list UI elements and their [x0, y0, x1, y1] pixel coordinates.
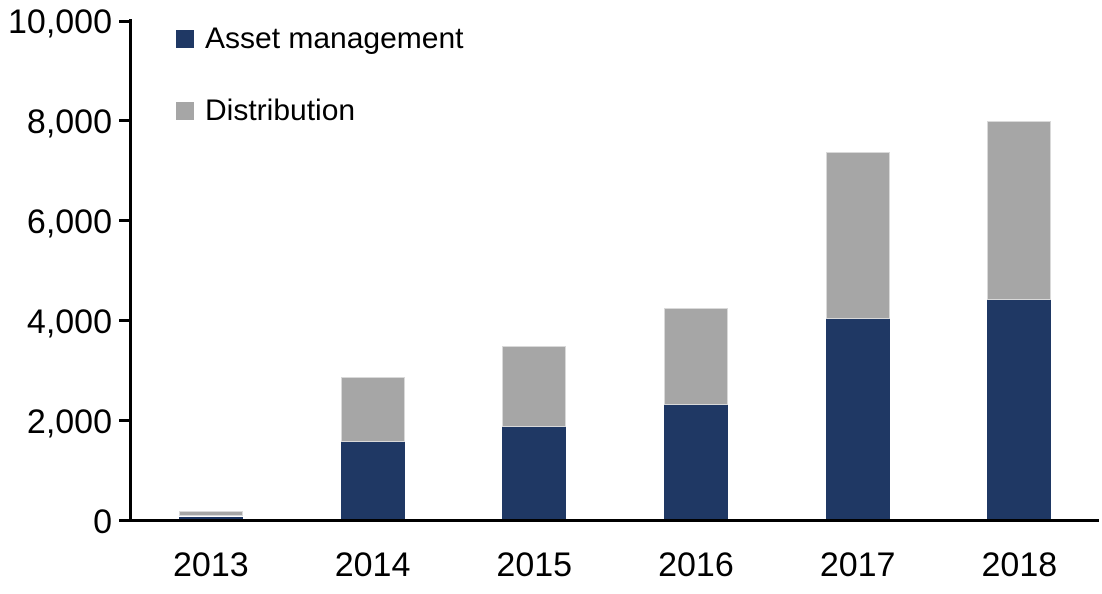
y-tick-mark [119, 119, 130, 123]
bar-segment-distribution-2016 [663, 308, 728, 406]
x-axis-label-2013: 2013 [173, 546, 249, 584]
x-axis-label-2018: 2018 [981, 546, 1058, 584]
bar-segment-distribution-2017 [825, 151, 890, 319]
y-tick-mark [119, 419, 130, 423]
bar-segment-distribution-2014 [340, 377, 405, 443]
legend-item-distribution: Distribution [176, 96, 463, 126]
bar-segment-asset-management-2017 [825, 318, 890, 521]
x-axis-label-2017: 2017 [819, 546, 896, 584]
bar-segment-distribution-2018 [987, 120, 1052, 300]
bar-segment-asset-management-2018 [987, 299, 1052, 521]
x-axis-label-2014: 2014 [334, 546, 411, 584]
y-tick-label: 2,000 [26, 402, 112, 441]
legend-swatch-distribution [176, 102, 194, 120]
y-tick-label: 4,000 [26, 302, 112, 341]
legend-swatch-asset-management [176, 30, 194, 48]
bar-segment-asset-management-2015 [502, 426, 567, 521]
bar-segment-asset-management-2016 [663, 405, 728, 521]
x-axis-line [129, 519, 1099, 522]
y-tick-label: 10,000 [8, 3, 112, 41]
y-tick-mark [119, 219, 130, 223]
legend-label-distribution: Distribution [205, 94, 356, 127]
legend-label-asset-management: Asset management [205, 22, 464, 55]
bar-segment-distribution-2015 [502, 345, 567, 427]
legend-item-asset-management: Asset management [176, 24, 463, 54]
x-axis-label-2015: 2015 [496, 546, 573, 584]
bar-segment-asset-management-2013 [178, 516, 243, 521]
bar-segment-asset-management-2014 [340, 442, 405, 521]
y-tick-mark [119, 319, 130, 323]
y-tick-mark [119, 19, 130, 23]
y-axis-line [129, 19, 132, 522]
y-tick-mark [119, 519, 130, 522]
chart-legend: Asset management Distribution [176, 24, 463, 174]
y-tick-label: 8,000 [26, 102, 112, 141]
x-axis-label-2016: 2016 [658, 546, 734, 584]
y-tick-label: 6,000 [26, 202, 112, 241]
bar-segment-distribution-2013 [178, 510, 243, 517]
y-tick-label: 0 [93, 502, 112, 541]
